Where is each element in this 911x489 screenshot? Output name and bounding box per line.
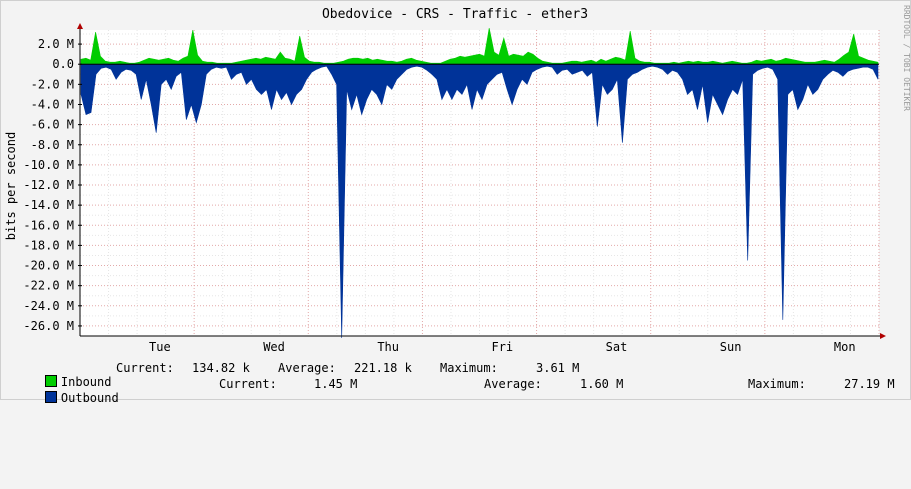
y-axis-label: bits per second (4, 132, 18, 240)
y-tick-label: -22.0 M (23, 279, 74, 293)
x-tick-label: Thu (377, 340, 399, 354)
x-tick-label: Sat (606, 340, 628, 354)
outbound-average-value: 1.60 M (580, 377, 624, 391)
y-tick-label: -2.0 M (31, 77, 74, 91)
y-tick-label: -8.0 M (31, 138, 74, 152)
legend-inbound: Inbound Current: 134.82 k Average: 221.1… (16, 361, 579, 473)
y-tick-label: -10.0 M (23, 158, 74, 172)
outbound-maximum-label: Maximum: (748, 377, 806, 391)
x-tick-label: Fri (491, 340, 513, 354)
outbound-maximum-value: 27.19 M (844, 377, 895, 391)
y-tick-labels: 2.0 M 0.0 -2.0 M -4.0 M -6.0 M -8.0 M -10.0 M -… (23, 37, 82, 333)
y-axis-arrow (77, 23, 83, 29)
legend-outbound: Outbound Current: 1.45 M Average: 1.60 M… (16, 377, 895, 489)
x-tick-label: Wed (263, 340, 285, 354)
y-tick-label: 0.0 (52, 57, 74, 71)
outbound-current-value: 1.45 M (314, 377, 358, 391)
inbound-maximum-label: Maximum: (440, 361, 498, 375)
series-inbound-area (80, 27, 879, 65)
y-tick-label: -16.0 M (23, 218, 74, 232)
inbound-current-value: 134.82 k (192, 361, 250, 375)
x-tick-labels: Tue Wed Thu Fri Sat Sun Mon (149, 340, 856, 354)
x-tick-label: Tue (149, 340, 171, 354)
axes (77, 23, 886, 339)
y-tick-label: 2.0 M (38, 37, 74, 51)
x-axis-arrow (880, 333, 886, 339)
traffic-chart: Obedovice - CRS - Traffic - ether3 bits … (0, 0, 911, 400)
outbound-swatch (44, 391, 57, 403)
legend-outbound-name: Outbound (60, 391, 119, 405)
x-tick-label: Mon (834, 340, 856, 354)
series-outbound-area (80, 63, 879, 339)
y-tick-label: -20.0 M (23, 259, 74, 273)
inbound-average-label: Average: (278, 361, 336, 375)
inbound-maximum-value: 3.61 M (536, 361, 580, 375)
outbound-average-label: Average: (484, 377, 542, 391)
grid (79, 30, 880, 337)
outbound-current-label: Current: (219, 377, 277, 391)
y-tick-label: -4.0 M (31, 97, 74, 111)
y-tick-label: -18.0 M (23, 238, 74, 252)
inbound-average-value: 221.18 k (354, 361, 412, 375)
y-tick-label: -24.0 M (23, 299, 74, 313)
inbound-swatch (44, 375, 57, 387)
y-tick-label: -12.0 M (23, 178, 74, 192)
series-group (80, 27, 879, 339)
legend-inbound-name: Inbound (60, 375, 112, 389)
inbound-current-label: Current: (116, 361, 174, 375)
y-tick-label: -6.0 M (31, 118, 74, 132)
y-tick-label: -26.0 M (23, 319, 74, 333)
rrdtool-watermark: RRDTOOL / TOBI OETIKER (902, 5, 911, 111)
x-tick-label: Sun (720, 340, 742, 354)
chart-title: Obedovice - CRS - Traffic - ether3 (322, 7, 588, 22)
y-tick-label: -14.0 M (23, 198, 74, 212)
